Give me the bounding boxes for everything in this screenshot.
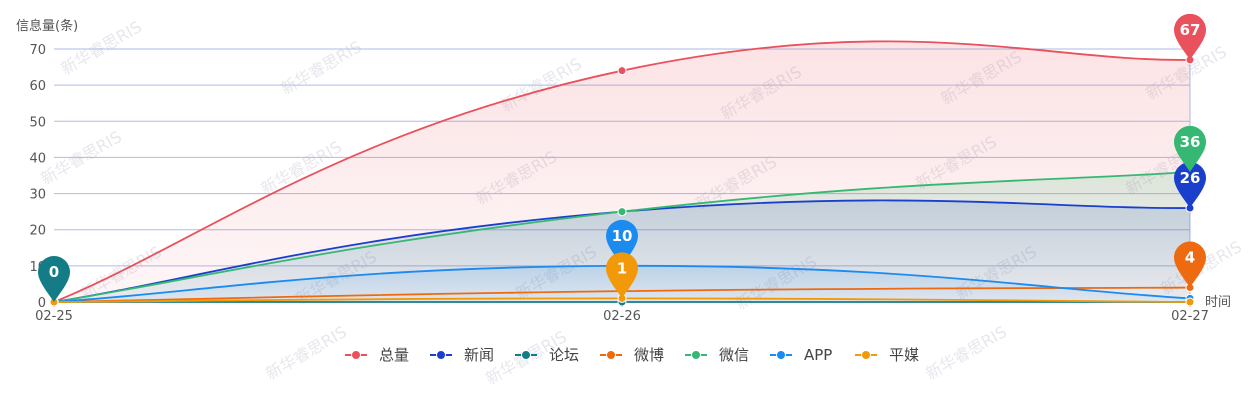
pin-label: 10 [612,227,633,245]
pin-marker [606,219,638,266]
y-tick-label: 20 [29,224,46,239]
watermark-text: 新华睿思RIS [263,322,350,383]
y-axis-title: 信息量(条) [16,18,78,34]
pin-marker [1174,13,1206,60]
pin-marker [606,252,638,299]
legend-item[interactable]: 微信 [685,346,749,364]
pin-label: 36 [1180,133,1201,151]
pin-label: 4 [1185,249,1195,267]
pin-layer: 67 26 0 4 36 10 1 [38,13,1206,302]
legend-item[interactable]: 新闻 [430,346,494,364]
watermark-text: 新华睿思RIS [923,322,1010,383]
legend-swatch-dot [691,350,701,360]
pin-label: 67 [1180,21,1201,39]
legend-item[interactable]: 平媒 [855,346,919,364]
pin-label: 0 [49,263,59,281]
data-point[interactable] [1185,297,1195,307]
legend-label: 平媒 [889,346,919,364]
pin-label: 26 [1180,169,1201,187]
pin-marker [1174,162,1206,209]
pin-label: 1 [617,259,627,277]
legend-item[interactable]: APP [770,346,832,364]
x-tick-label: 02-27 [1171,309,1209,324]
x-tick-label: 02-25 [35,309,73,324]
legend-swatch-dot [351,350,361,360]
y-tick-label: 50 [29,115,46,130]
legend-label: 论坛 [549,346,579,364]
y-tick-label: 40 [29,151,46,166]
x-axis-title: 时间 [1205,295,1231,310]
legend-label: 总量 [379,346,409,364]
legend-label: 新闻 [464,346,494,364]
pin-marker [1174,241,1206,288]
pin-marker [1174,125,1206,172]
pin-marker [38,256,70,302]
legend-item[interactable]: 总量 [345,346,409,364]
legend-swatch-dot [521,350,531,360]
legend-swatch-dot [776,350,786,360]
y-tick-label: 70 [29,43,46,58]
legend: 总量 新闻 论坛 微博 微信 APP 平媒 [345,346,919,364]
legend-item[interactable]: 论坛 [515,346,579,364]
y-tick-label: 30 [29,188,46,203]
legend-item[interactable]: 微博 [600,346,664,364]
legend-swatch-dot [606,350,616,360]
legend-swatch-dot [436,350,446,360]
legend-label: APP [804,346,832,364]
data-point[interactable] [617,66,627,76]
legend-label: 微信 [719,346,749,364]
watermark-text: 新华睿思RIS [278,37,365,98]
x-tick-label: 02-26 [603,309,641,324]
legend-label: 微博 [634,346,664,364]
legend-swatch-dot [861,350,871,360]
y-tick-label: 0 [38,296,46,311]
data-point[interactable] [617,207,627,217]
y-tick-label: 60 [29,79,46,94]
